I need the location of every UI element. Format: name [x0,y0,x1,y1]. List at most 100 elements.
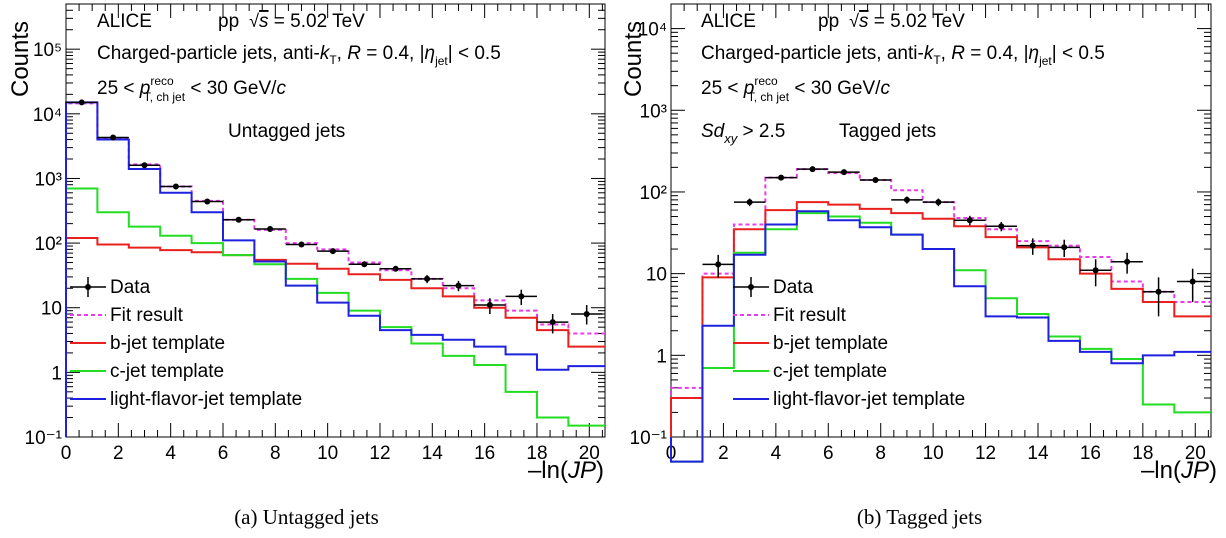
collision-energy-label: pp √s = 5.02 TeV [218,11,365,32]
series-fit-histogram [670,168,1211,437]
y-tick-label: 10⁴ [33,105,62,126]
data-point [78,99,85,106]
data-point [235,216,242,223]
data-point [392,265,399,272]
x-tick-label: 14 [422,443,444,464]
data-point [1155,288,1162,295]
experiment-label: ALICE [701,11,756,32]
x-axis-label-suffix: ) [1209,457,1217,484]
plot-area: 0 2 4 6 8 10 12 14 16 18 20 10⁻¹ 1 10 10² 10³ 10⁴ 10⁵ [25,3,606,464]
series-b-histogram [65,236,605,437]
x-tick-label: 8 [875,443,886,464]
data-point [809,166,816,173]
data-point [110,134,117,141]
y-tick-label: 1 [51,363,62,384]
pt-range-label: 25 < preco T, ch jet < 30 GeV/c [97,74,286,104]
data-point [361,261,368,268]
y-tick-label: 10³ [640,101,667,122]
y-tick-label: 10⁻¹ [630,428,668,449]
y-tick-label: 10 [41,299,62,320]
y-tick-label: 10⁵ [33,40,62,61]
x-axis-label-suffix: ) [596,457,604,484]
legend-fit-label: Fit result [110,305,184,326]
y-axis-label: Counts [620,21,647,97]
data-point [486,302,493,309]
legend: Data Fit result b-jet template c-jet templa… [70,277,302,410]
x-tick-label: 12 [369,443,390,464]
data-point [583,310,590,317]
x-tick-label: 18 [1132,443,1153,464]
series-light-histogram [670,210,1211,463]
x-tick-label: 20 [1185,443,1206,464]
data-point [455,282,462,289]
plot-frame [670,3,1212,438]
legend-light-label: light-flavor-jet template [773,389,965,410]
data-point [903,196,910,203]
x-tick-label: 6 [218,443,229,464]
annotation-block: ALICE pp √s = 5.02 TeV Charged-particle j… [97,11,501,142]
data-point [267,226,274,233]
data-point [872,177,879,184]
y-tick-label: 10³ [35,169,62,190]
legend-b-label: b-jet template [773,333,888,354]
series-light-histogram [65,101,605,437]
x-tick-label: 2 [718,443,729,464]
x-tick-label: 0 [61,443,72,464]
chart-panel-tagged: 0 2 4 6 8 10 12 14 16 18 20 10⁻¹ 1 10 10² 10³ 10⁴ Counts… [613,0,1226,529]
x-tick-label: 14 [1027,443,1049,464]
x-tick-label: 10 [923,443,944,464]
sd-cut-label: Sdxy > 2.5 [701,121,785,146]
x-tick-label: 6 [823,443,834,464]
x-tick-label: 8 [270,443,281,464]
series-fit-histogram [65,102,605,437]
data-point [298,241,305,248]
x-tick-label: 2 [113,443,124,464]
chart-panel-untagged: 0 2 4 6 8 10 12 14 16 18 20 10⁻¹ 1 10 10² 10³ 10⁴ 10⁵ Cou… [0,0,613,529]
data-point [715,261,722,268]
legend: Data Fit result b-jet template c-jet templa… [733,277,965,410]
jet-definition-label: Charged-particle jets, anti-kT, R = 0.4,… [701,43,1105,68]
panel-subtitle: Tagged jets [839,121,936,142]
x-tick-label: 18 [526,443,547,464]
x-tick-label: 4 [165,443,176,464]
y-tick-label: 10 [646,265,667,286]
x-tick-label: 12 [975,443,996,464]
y-tick-label: 10⁴ [638,20,667,41]
figure-caption: (a) Untagged jets [234,505,379,529]
data-point [998,223,1005,230]
legend-c-label: c-jet template [110,361,224,382]
x-tick-label: 16 [1080,443,1101,464]
legend-c-label: c-jet template [773,361,887,382]
legend-data-marker-dot [748,284,754,290]
y-axis-label: Counts [7,21,34,97]
annotation-block: ALICE pp √s = 5.02 TeV Charged-particle j… [701,11,1105,146]
x-tick-label: 20 [579,443,600,464]
x-axis-label: –ln(JP) [1141,457,1217,484]
data-point [329,248,336,255]
experiment-label: ALICE [97,11,152,32]
data-point [141,162,148,169]
data-point [1029,242,1036,249]
untagged-jets-plot: 0 2 4 6 8 10 12 14 16 18 20 10⁻¹ 1 10 10² 10³ 10⁴ 10⁵ Cou… [7,3,606,484]
data-point [172,183,179,190]
y-tick-label: 10² [35,234,62,255]
data-point [518,293,525,300]
data-point [1061,244,1068,251]
data-point [778,174,785,181]
data-point [966,217,973,224]
data-point [424,275,431,282]
jet-definition-label: Charged-particle jets, anti-kT, R = 0.4,… [97,43,501,68]
x-axis-label-jp: JP [567,457,596,484]
data-point [1092,267,1099,274]
y-tick-label: 1 [656,346,667,367]
panel-subtitle: Untagged jets [228,121,345,142]
x-axis-label-jp: JP [1180,457,1209,484]
data-point [841,169,848,176]
x-axis-label-prefix: –ln( [528,457,568,484]
series-c-histogram [670,212,1211,463]
legend-light-label: light-flavor-jet template [110,389,302,410]
x-tick-label: 4 [771,443,782,464]
data-point [1124,258,1131,265]
